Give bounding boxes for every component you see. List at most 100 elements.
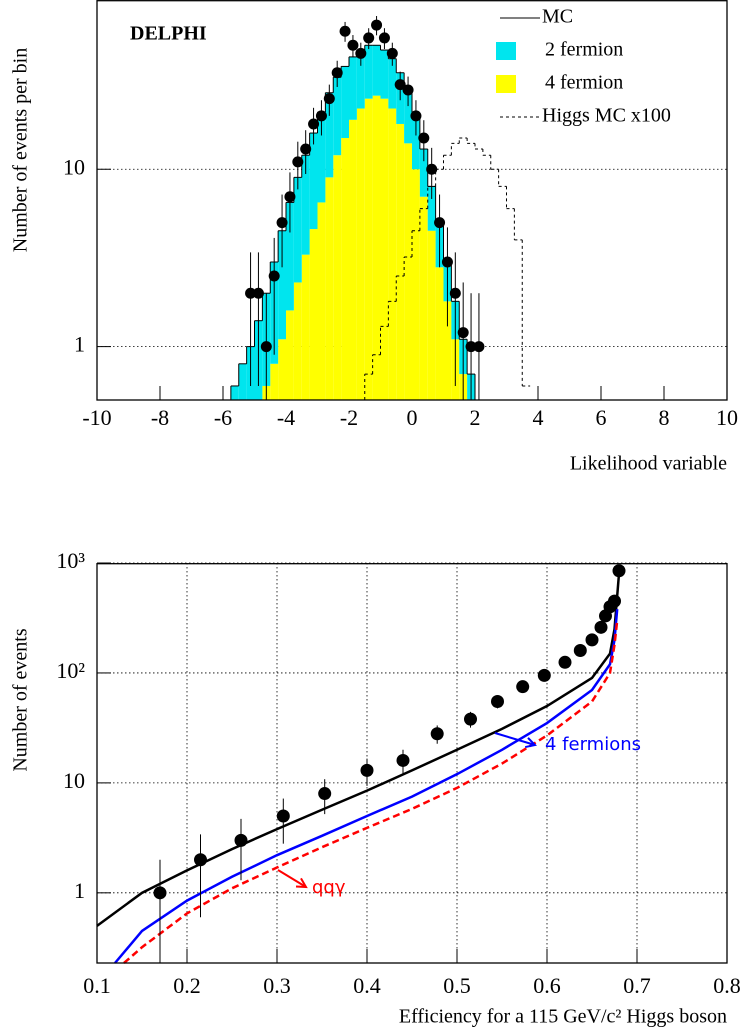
data-point: [516, 680, 530, 694]
legend-swatch: [496, 42, 516, 60]
histogram-bar: [427, 230, 436, 400]
data-point: [318, 787, 332, 801]
data-point: [594, 620, 608, 634]
histogram-bar: [380, 50, 389, 99]
data-point: [323, 93, 335, 105]
line-series: [114, 609, 619, 964]
histogram-bar: [427, 186, 436, 231]
histogram-bar: [309, 229, 318, 400]
histogram-bar: [333, 77, 342, 156]
plot-frame: [96, 563, 728, 964]
histogram-bar: [404, 92, 412, 144]
data-point: [573, 644, 587, 658]
x-tick-label: 0.6: [533, 973, 561, 998]
legend-label: 2 fermion: [545, 39, 623, 61]
data-point: [434, 217, 446, 229]
annotation: qqγ: [312, 877, 346, 898]
histogram-bar: [286, 202, 294, 311]
data-point: [315, 110, 327, 122]
data-point: [418, 132, 430, 144]
x-tick-label: -8: [151, 405, 169, 430]
y-tick-label: 10³: [56, 548, 85, 573]
x-tick-label: 0.7: [623, 973, 651, 998]
data-point: [347, 39, 359, 51]
data-point: [300, 143, 312, 155]
data-point: [441, 256, 453, 268]
data-point: [430, 727, 444, 741]
data-point: [410, 110, 422, 122]
histogram-bar: [270, 363, 279, 400]
data-point: [363, 32, 375, 44]
histogram-bar: [325, 92, 334, 178]
y-tick-label: 10: [63, 768, 85, 793]
x-tick-label: 0.2: [173, 973, 201, 998]
histogram-bar: [309, 133, 318, 230]
histogram-bar: [325, 177, 334, 400]
annotation: 4 fermions: [545, 734, 641, 755]
data-point: [360, 763, 374, 777]
data-point: [378, 32, 390, 44]
annotation-arrowhead: [525, 737, 537, 749]
line-series: [123, 620, 619, 964]
histogram-bar: [286, 310, 294, 400]
x-tick-label: -2: [340, 405, 358, 430]
legend-label: MC: [542, 6, 573, 28]
x-tick-label: 10: [716, 405, 738, 430]
histogram-bar: [372, 45, 381, 96]
histogram-bar: [278, 339, 286, 400]
x-axis-label: Efficiency for a 115 GeV/c² Higgs boson: [399, 1006, 727, 1028]
data-point: [386, 47, 398, 59]
histogram-bar: [419, 149, 428, 197]
legend-label: 4 fermion: [545, 72, 623, 94]
y-tick-label: 1: [74, 878, 85, 903]
histogram-bar: [380, 98, 389, 400]
data-point: [245, 287, 257, 299]
x-axis-label: Likelihood variable: [570, 453, 727, 475]
x-tick-label: 0.5: [443, 973, 471, 998]
data-point: [457, 327, 469, 339]
plot-frame: [96, 0, 728, 401]
data-point: [292, 156, 304, 168]
data-point: [396, 753, 410, 767]
experiment-label: DELPHI: [130, 23, 207, 45]
data-point: [426, 163, 438, 175]
x-tick-label: 0.1: [83, 973, 111, 998]
histogram-bar: [372, 95, 381, 401]
x-tick-label: -10: [82, 405, 111, 430]
data-point: [608, 594, 621, 608]
data-point: [612, 564, 626, 578]
legend-swatch: [496, 75, 516, 93]
data-point: [234, 833, 248, 847]
histogram-bar: [293, 282, 302, 400]
data-point: [402, 84, 414, 96]
y-axis-label: Number of events per bin: [10, 48, 32, 252]
histogram-bar: [301, 254, 310, 400]
data-point: [537, 668, 551, 682]
x-tick-label: 6: [596, 405, 607, 430]
histogram-bar: [396, 123, 405, 400]
data-point: [268, 270, 280, 282]
histogram-bar: [349, 119, 357, 401]
data-point: [558, 655, 572, 669]
x-tick-label: 8: [659, 405, 670, 430]
histogram-bar: [435, 267, 444, 400]
data-point: [276, 809, 290, 823]
histogram-bar: [317, 202, 326, 400]
data-point: [371, 19, 383, 31]
x-tick-label: -6: [214, 405, 232, 430]
histogram-bar: [333, 155, 342, 400]
histogram-bar: [443, 301, 452, 400]
x-tick-label: 0.3: [263, 973, 291, 998]
data-point: [331, 67, 343, 79]
data-point: [339, 25, 351, 37]
annotation-arrow: [494, 732, 536, 746]
data-point: [585, 633, 599, 647]
histogram-bar: [301, 155, 310, 255]
x-tick-label: -4: [277, 405, 295, 430]
histogram-bar: [364, 45, 373, 99]
histogram-bar: [238, 363, 247, 400]
histogram-bar: [404, 143, 412, 401]
data-point: [491, 694, 504, 708]
y-tick-label: 10: [63, 154, 85, 179]
